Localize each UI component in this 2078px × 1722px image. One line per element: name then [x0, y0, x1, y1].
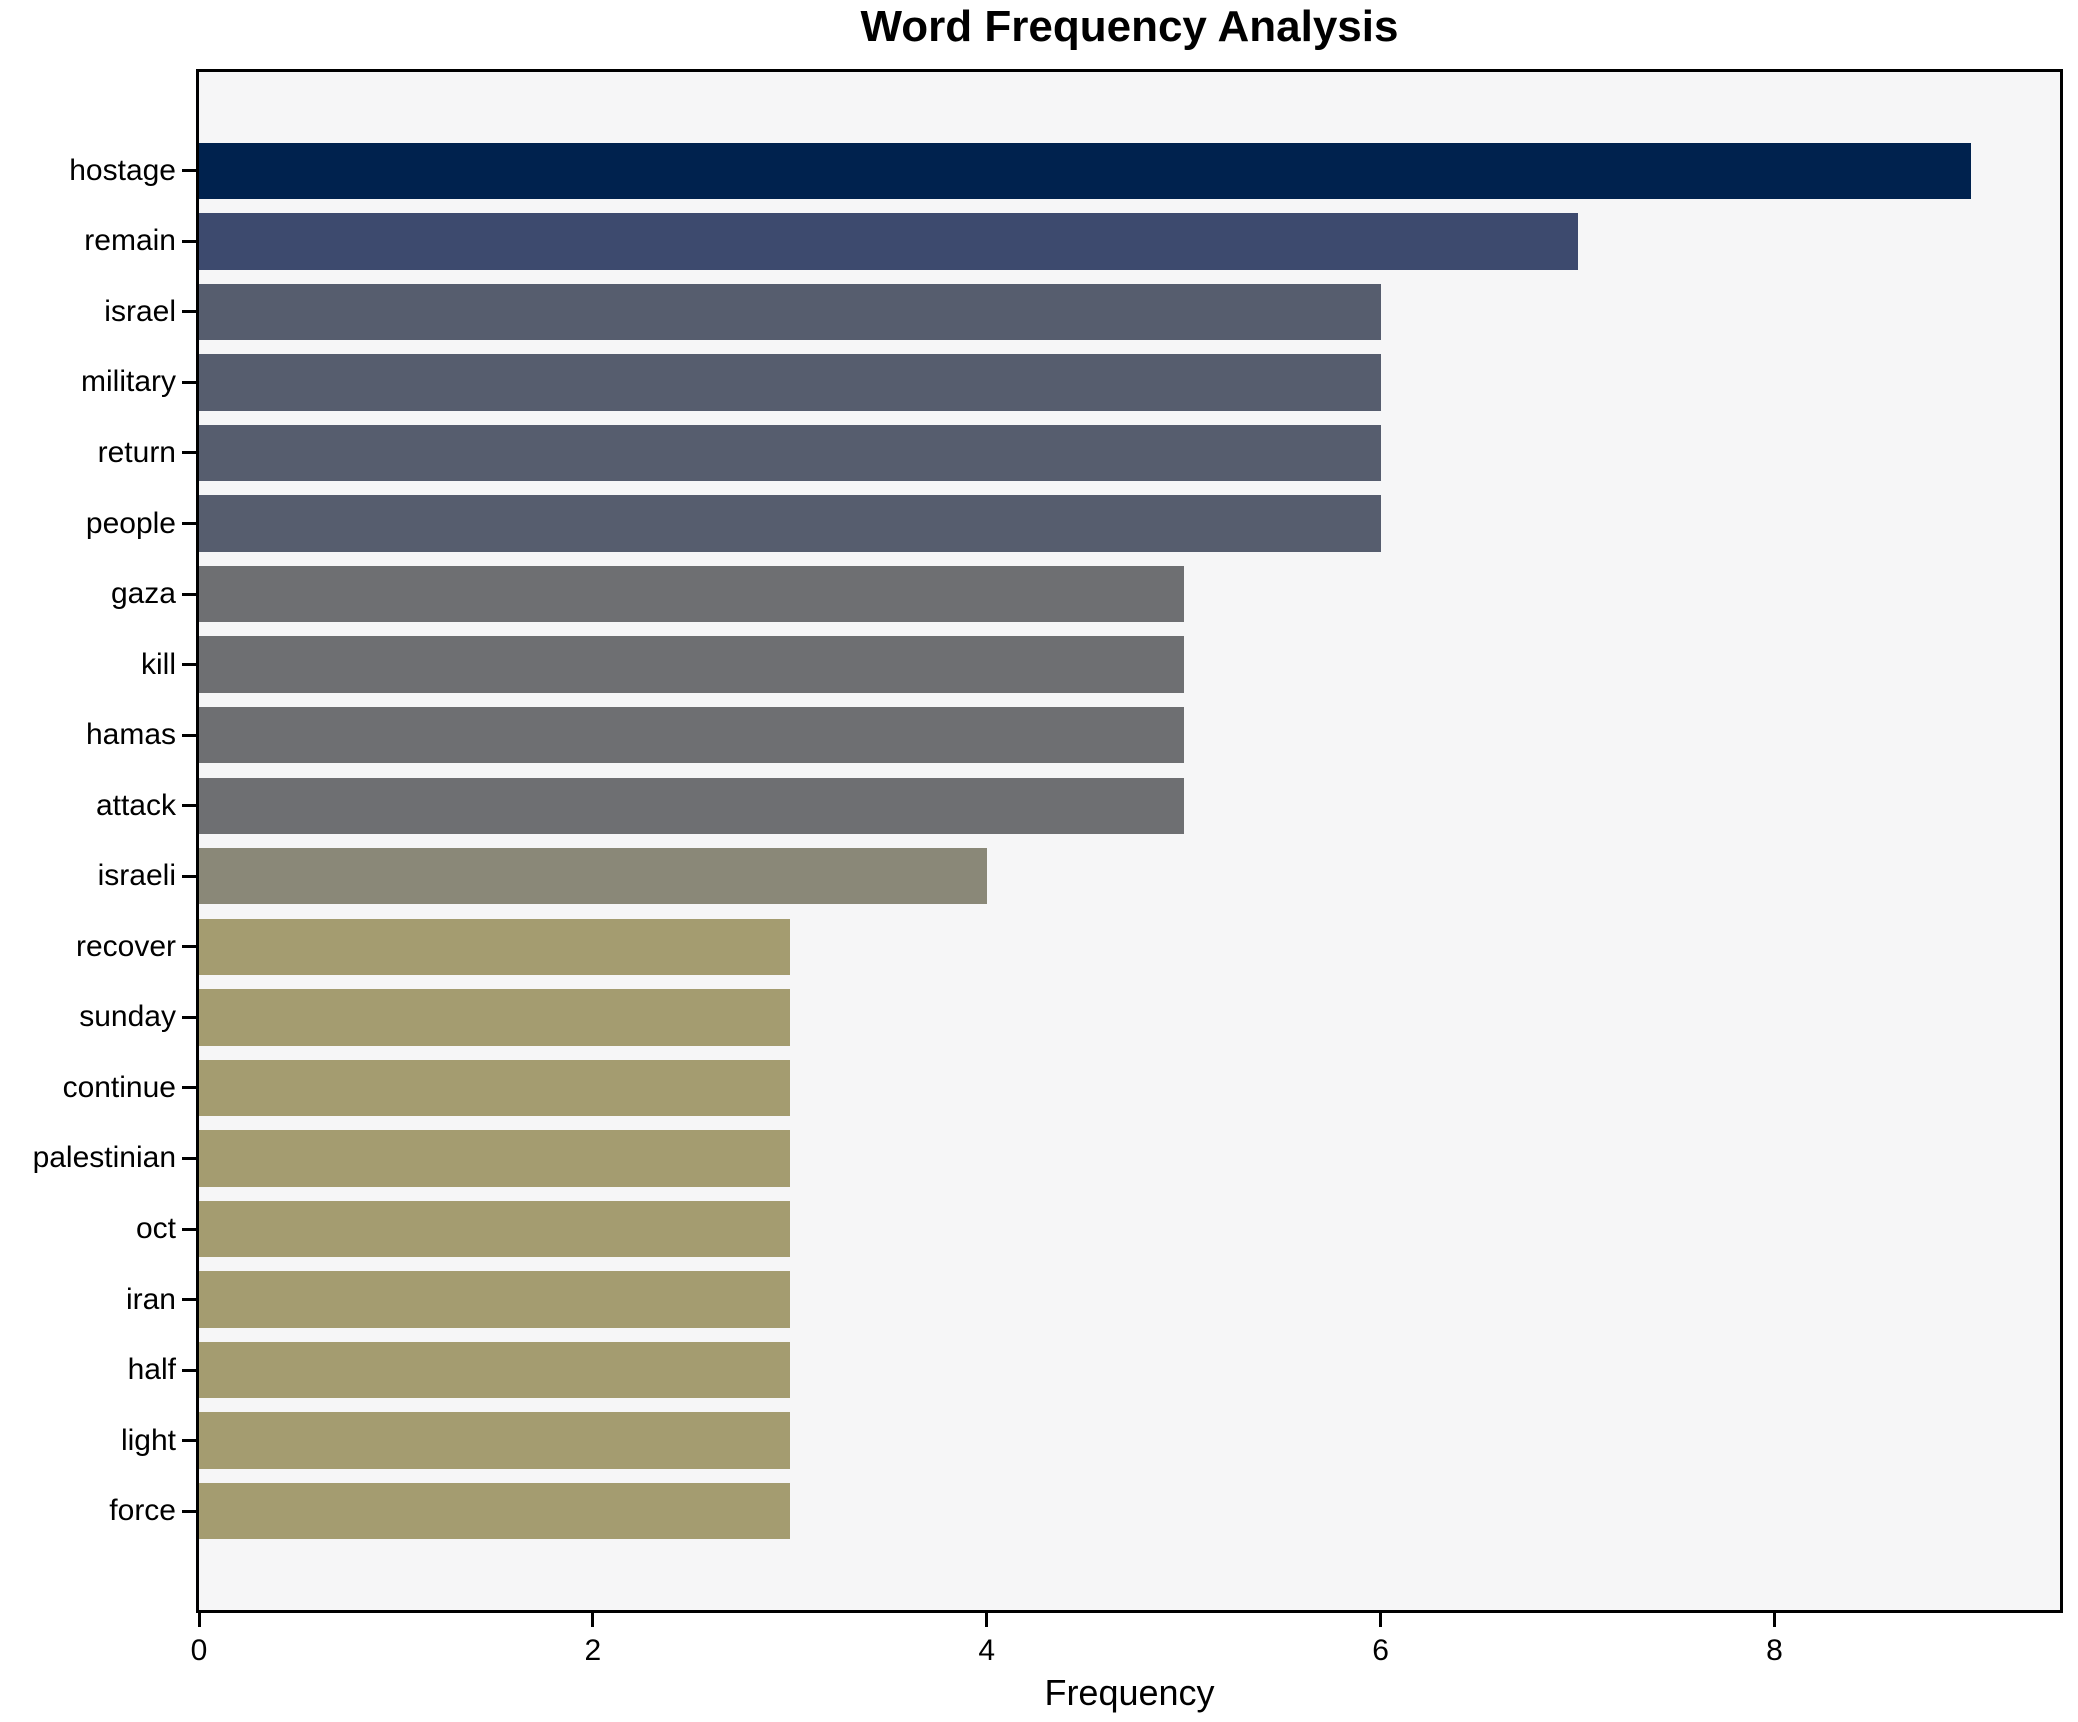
- y-tick-label-attack: attack: [95, 788, 176, 822]
- y-tick-mark: [182, 1086, 196, 1090]
- bar-kill: [199, 636, 1184, 693]
- y-tick-label-half: half: [127, 1353, 176, 1387]
- y-tick-label-continue: continue: [62, 1070, 176, 1104]
- bar-oct: [199, 1200, 790, 1258]
- y-tick-mark: [182, 451, 196, 455]
- x-tick-mark: [591, 1613, 595, 1627]
- y-tick-label-return: return: [97, 435, 176, 469]
- y-tick-label-gaza: gaza: [110, 577, 176, 611]
- chart-title: Word Frequency Analysis: [860, 2, 1399, 51]
- bar-return: [199, 424, 1381, 482]
- y-tick-label-kill: kill: [141, 647, 176, 681]
- y-tick-label-light: light: [120, 1423, 176, 1457]
- bar-israeli: [199, 848, 987, 905]
- bar-light: [199, 1412, 790, 1469]
- bar-iran: [199, 1271, 790, 1328]
- y-tick-mark: [182, 874, 196, 878]
- y-tick-label-people: people: [85, 506, 176, 540]
- bar-continue: [199, 1059, 790, 1117]
- y-tick-label-military: military: [81, 365, 176, 399]
- x-tick-label-0: 0: [190, 1634, 208, 1667]
- bar-hostage: [199, 142, 1972, 199]
- y-tick-mark: [182, 169, 196, 173]
- bar-palestinian: [199, 1130, 790, 1187]
- y-tick-label-iran: iran: [125, 1282, 176, 1316]
- y-tick-mark: [182, 663, 196, 667]
- bar-half: [199, 1341, 790, 1399]
- y-tick-mark: [182, 522, 196, 526]
- y-tick-mark: [182, 310, 196, 314]
- bar-sunday: [199, 989, 790, 1046]
- y-tick-mark: [182, 1298, 196, 1302]
- x-tick-label-4: 4: [978, 1634, 996, 1667]
- y-tick-label-israeli: israeli: [97, 859, 176, 893]
- y-tick-mark: [182, 1227, 196, 1231]
- x-tick-mark: [985, 1613, 989, 1627]
- plot-area: [196, 69, 2063, 1613]
- x-tick-label-6: 6: [1372, 1634, 1389, 1667]
- bar-hamas: [199, 706, 1184, 764]
- y-tick-mark: [182, 1439, 196, 1443]
- y-tick-label-remain: remain: [84, 224, 176, 258]
- x-tick-label-2: 2: [584, 1634, 602, 1667]
- x-tick-mark: [1379, 1613, 1383, 1627]
- y-tick-label-oct: oct: [135, 1212, 176, 1246]
- y-tick-label-israel: israel: [104, 294, 176, 328]
- y-tick-label-palestinian: palestinian: [32, 1141, 176, 1175]
- y-tick-mark: [182, 733, 196, 737]
- x-axis-label: Frequency: [1044, 1672, 1215, 1713]
- y-tick-mark: [182, 239, 196, 243]
- y-tick-label-hamas: hamas: [85, 718, 176, 752]
- bar-attack: [199, 777, 1184, 834]
- y-tick-mark: [182, 804, 196, 808]
- x-tick-mark: [197, 1613, 201, 1627]
- bar-remain: [199, 213, 1578, 270]
- y-tick-label-force: force: [109, 1494, 176, 1528]
- y-tick-label-hostage: hostage: [69, 153, 176, 187]
- y-tick-mark: [182, 1368, 196, 1372]
- y-tick-mark: [182, 592, 196, 596]
- y-tick-mark: [182, 1509, 196, 1513]
- bar-israel: [199, 283, 1381, 341]
- y-tick-mark: [182, 1015, 196, 1019]
- bar-gaza: [199, 565, 1184, 623]
- x-tick-label-8: 8: [1766, 1634, 1783, 1667]
- y-tick-mark: [182, 945, 196, 949]
- x-tick-mark: [1772, 1613, 1776, 1627]
- bar-military: [199, 354, 1381, 411]
- bar-force: [199, 1483, 790, 1540]
- bar-recover: [199, 918, 790, 976]
- y-tick-label-recover: recover: [75, 929, 176, 963]
- bar-people: [199, 495, 1381, 552]
- y-tick-mark: [182, 380, 196, 384]
- y-tick-mark: [182, 1156, 196, 1160]
- y-tick-label-sunday: sunday: [79, 1000, 176, 1034]
